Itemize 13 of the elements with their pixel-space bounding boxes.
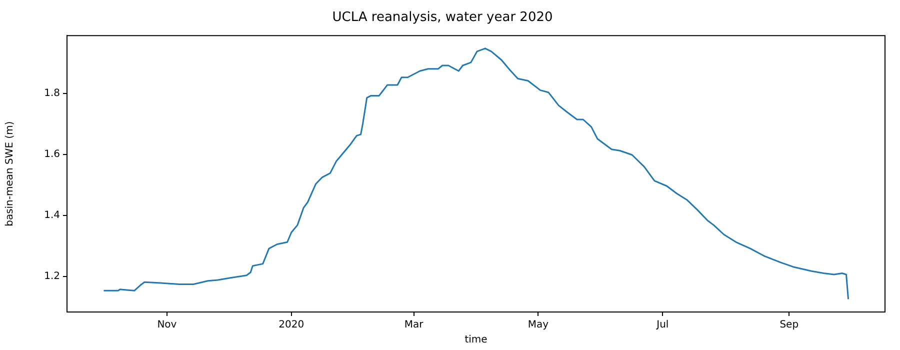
y-tick-label: 1.8 [44,88,60,100]
y-tick-label: 1.2 [44,271,60,282]
y-tick-label: 1.6 [44,149,60,160]
x-axis-title: time [464,334,488,346]
x-tick-label: May [528,320,549,331]
x-tick-label: Nov [157,320,177,331]
x-tick-label: 2020 [278,320,304,331]
y-tick-label: 1.4 [44,210,60,222]
x-tick-label: Mar [404,320,424,331]
x-tick-label: Sep [780,320,799,331]
y-axis-title: basin-mean SWE (m) [4,121,16,226]
chart-title: UCLA reanalysis, water year 2020 [332,10,553,26]
x-tick-label: Jul [656,320,669,331]
